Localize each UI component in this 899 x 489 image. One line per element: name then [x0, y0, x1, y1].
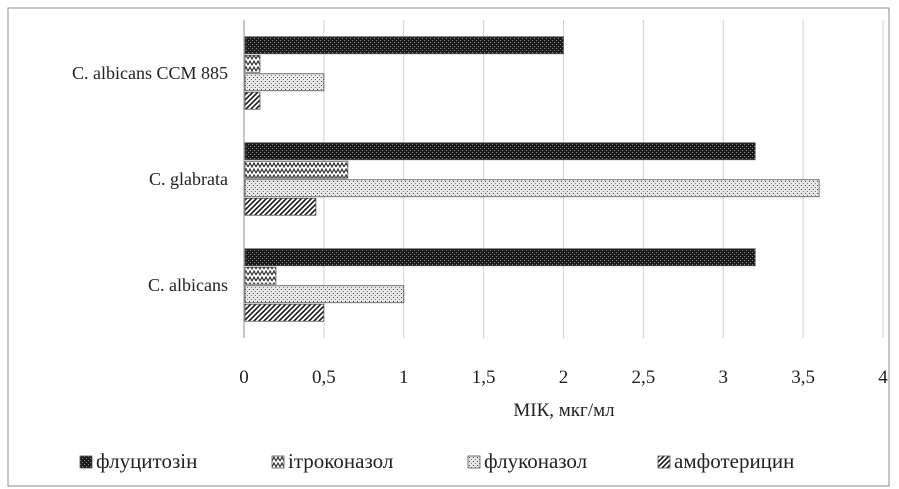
- x-tick-label: 0,5: [312, 367, 336, 388]
- bar: [244, 266, 277, 285]
- legend-label: ітроконазол: [288, 449, 393, 473]
- x-tick-label: 3,5: [791, 367, 815, 388]
- legend-swatch: [657, 455, 671, 469]
- legend: флуцитозін ітроконазол флуконазол амфотериц…: [79, 449, 794, 473]
- legend-swatch: [271, 455, 285, 469]
- category-label: C. albicans: [148, 275, 228, 295]
- bar: [244, 73, 325, 92]
- category-label: C. albicans CCM 885: [72, 63, 228, 83]
- x-tick-label: 1: [399, 367, 409, 388]
- x-axis-label: МІК, мкг/мл: [513, 400, 615, 421]
- grid-layer: [243, 20, 884, 338]
- bar: [244, 179, 820, 198]
- x-tick-label: 4: [878, 367, 888, 388]
- x-tick-label: 3: [719, 367, 729, 388]
- bars-layer: [244, 36, 820, 322]
- bar: [244, 197, 317, 216]
- bar: [244, 36, 564, 55]
- bar: [244, 91, 261, 110]
- x-tick-label: 2,5: [632, 367, 656, 388]
- x-tick-label: 0: [239, 367, 249, 388]
- legend-label: флуконазол: [484, 449, 587, 473]
- bar: [244, 285, 405, 304]
- category-labels: C. albicans CCM 885 C. glabrata C. albican…: [72, 63, 228, 295]
- legend-label: флуцитозін: [96, 449, 197, 473]
- category-label: C. glabrata: [149, 169, 228, 189]
- chart-frame: [7, 7, 890, 487]
- x-tick-labels: 0 0,5 1 1,5 2 2,5 3 3,5 4: [239, 367, 888, 388]
- bar: [244, 54, 261, 73]
- x-tick-label: 2: [559, 367, 569, 388]
- bar: [244, 142, 756, 161]
- legend-label: амфотерицин: [674, 449, 794, 473]
- bar: [244, 160, 349, 179]
- bar: [244, 248, 756, 267]
- legend-swatch: [79, 455, 93, 469]
- legend-swatch: [467, 455, 481, 469]
- x-tick-label: 1,5: [472, 367, 496, 388]
- bar: [244, 303, 325, 322]
